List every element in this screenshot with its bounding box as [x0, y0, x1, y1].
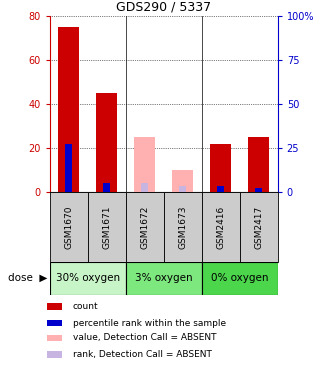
- Text: 0% oxygen: 0% oxygen: [211, 273, 268, 283]
- Bar: [164, 192, 202, 262]
- Text: value, Detection Call = ABSENT: value, Detection Call = ABSENT: [73, 333, 216, 343]
- Title: GDS290 / 5337: GDS290 / 5337: [116, 1, 211, 14]
- Bar: [240, 192, 278, 262]
- Text: GSM1670: GSM1670: [64, 205, 73, 249]
- Text: rank, Detection Call = ABSENT: rank, Detection Call = ABSENT: [73, 350, 212, 359]
- Text: GSM1671: GSM1671: [102, 205, 111, 249]
- Text: 30% oxygen: 30% oxygen: [56, 273, 120, 283]
- Bar: [96, 93, 117, 192]
- Bar: [47, 335, 62, 341]
- Bar: [88, 192, 126, 262]
- Bar: [103, 183, 110, 192]
- Bar: [50, 262, 126, 295]
- Text: count: count: [73, 302, 98, 311]
- Bar: [58, 27, 79, 192]
- Text: dose  ▶: dose ▶: [8, 273, 48, 283]
- Text: percentile rank within the sample: percentile rank within the sample: [73, 318, 226, 328]
- Bar: [134, 137, 155, 192]
- Bar: [179, 186, 186, 192]
- Text: GSM1672: GSM1672: [140, 205, 149, 249]
- Text: 3% oxygen: 3% oxygen: [135, 273, 193, 283]
- Bar: [217, 186, 224, 192]
- Bar: [255, 188, 262, 192]
- Bar: [47, 351, 62, 358]
- Text: GSM2416: GSM2416: [216, 205, 225, 249]
- Bar: [65, 144, 72, 192]
- Bar: [126, 262, 202, 295]
- Bar: [210, 144, 231, 192]
- Bar: [47, 303, 62, 310]
- Bar: [202, 192, 240, 262]
- Bar: [126, 192, 164, 262]
- Bar: [172, 170, 193, 192]
- Text: GSM1673: GSM1673: [178, 205, 187, 249]
- Bar: [202, 262, 278, 295]
- Bar: [50, 192, 88, 262]
- Bar: [47, 320, 62, 326]
- Text: GSM2417: GSM2417: [254, 205, 263, 249]
- Bar: [141, 183, 148, 192]
- Bar: [248, 137, 269, 192]
